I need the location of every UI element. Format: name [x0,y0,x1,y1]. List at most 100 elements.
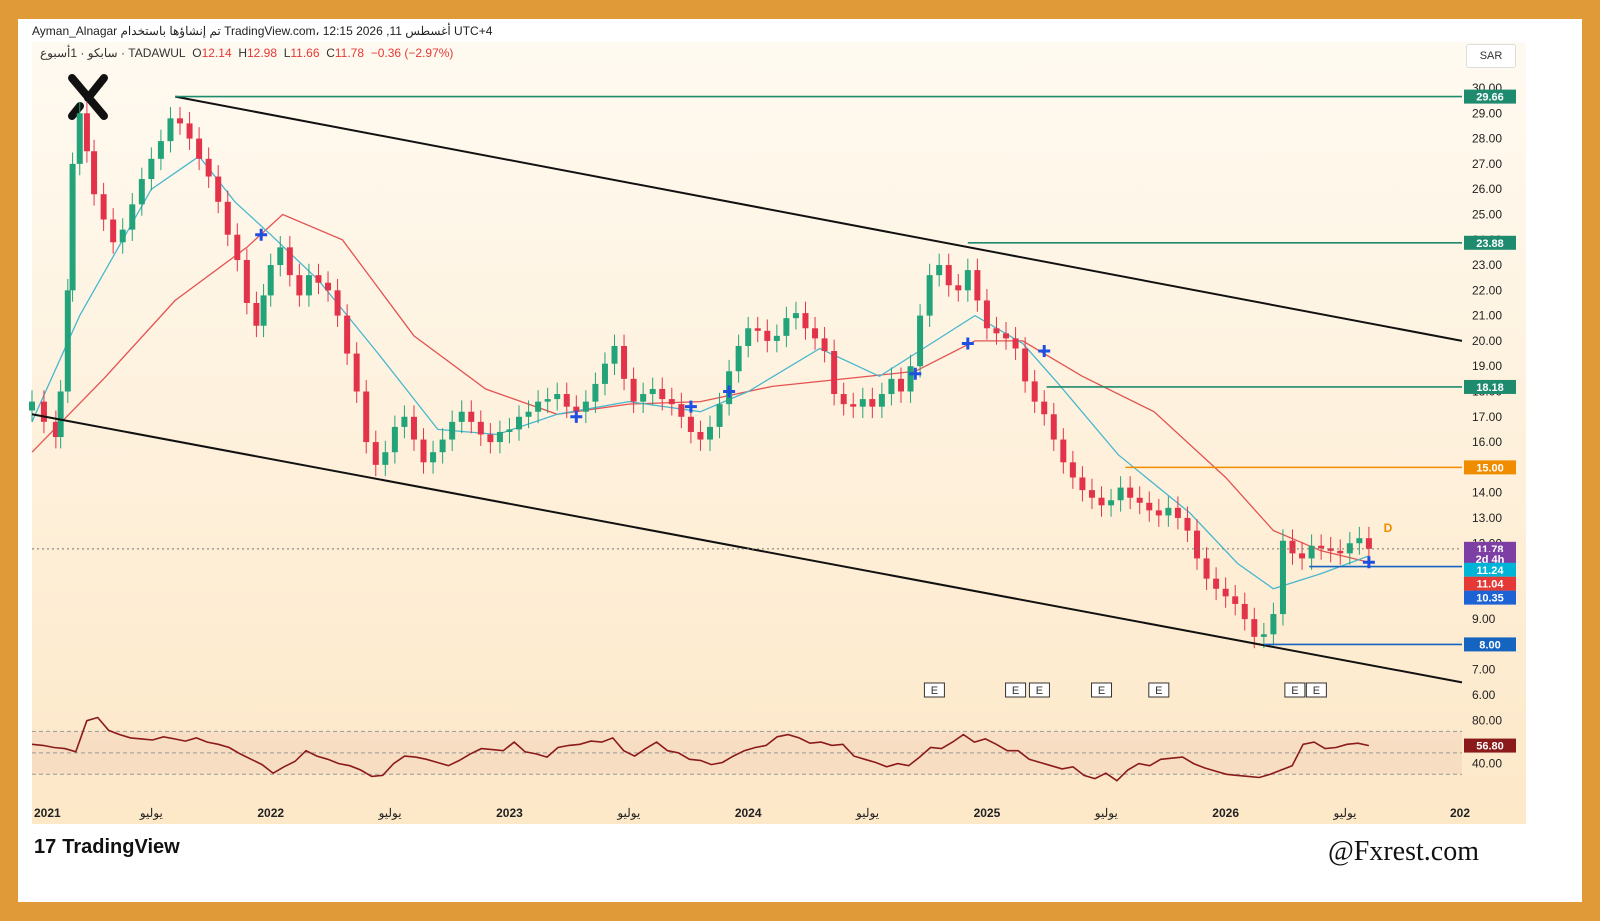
candle-body[interactable] [234,234,241,260]
candle-body[interactable] [458,411,465,422]
candle-body[interactable] [917,315,924,367]
candle-body[interactable] [224,201,231,235]
candle-body[interactable] [1260,634,1267,637]
candle-body[interactable] [563,394,570,407]
candle-body[interactable] [535,401,542,412]
candle-body[interactable] [315,275,322,283]
candle-body[interactable] [196,138,203,159]
candle-body[interactable] [353,353,360,392]
candle-body[interactable] [659,388,666,400]
candle-body[interactable] [955,285,962,291]
candle-body[interactable] [205,158,212,177]
candle-body[interactable] [783,318,790,336]
candle-body[interactable] [1098,497,1105,506]
dividend-marker-label[interactable]: D [1384,521,1393,535]
candle-body[interactable] [897,378,904,392]
candle-body[interactable] [926,275,933,316]
candle-body[interactable] [1308,545,1315,559]
candle-body[interactable] [649,388,656,395]
candle-body[interactable] [1232,596,1239,604]
candle-body[interactable] [260,295,267,326]
candle-body[interactable] [449,421,456,440]
candle-body[interactable] [1174,507,1181,518]
candle-body[interactable] [1069,462,1076,478]
candle-body[interactable] [1346,543,1353,554]
candle-body[interactable] [1337,550,1344,554]
candle-body[interactable] [516,416,523,430]
candle-body[interactable] [1299,553,1306,559]
candle-body[interactable] [1318,545,1325,549]
earnings-marker-icon[interactable] [1148,682,1170,698]
candle-body[interactable] [430,452,437,463]
candle-body[interactable] [1251,619,1258,637]
tradingview-brand[interactable]: 17 TradingView [34,836,180,859]
candle-body[interactable] [525,411,532,417]
candle-body[interactable] [167,118,174,142]
candle-body[interactable] [1146,502,1153,511]
candle-body[interactable] [1194,530,1201,559]
candle-body[interactable] [119,229,126,243]
candle-body[interactable] [29,401,35,411]
candle-body[interactable] [344,315,351,354]
candle-body[interactable] [764,330,771,341]
candle-body[interactable] [1289,540,1296,554]
candle-body[interactable] [630,378,637,402]
candle-body[interactable] [110,219,117,243]
candle-body[interactable] [792,313,799,319]
candle-body[interactable] [544,399,551,402]
candle-body[interactable] [1012,338,1019,349]
candle-body[interactable] [878,394,885,407]
candle-body[interactable] [477,421,484,435]
candle-body[interactable] [1184,517,1191,531]
trend-channel-line[interactable] [175,95,1463,342]
candle-body[interactable] [888,378,895,395]
candle-body[interactable] [1031,381,1038,402]
candle-body[interactable] [401,416,408,427]
candle-body[interactable] [83,113,90,152]
candle-body[interactable] [1041,401,1048,415]
candle-body[interactable] [177,118,184,124]
earnings-marker-icon[interactable] [923,682,945,698]
rsi-line[interactable] [31,716,1370,782]
candle-body[interactable] [157,141,164,159]
candle-body[interactable] [573,406,580,412]
candle-body[interactable] [1222,588,1229,597]
candle-body[interactable] [253,302,260,326]
candle-body[interactable] [1117,487,1124,501]
candle-body[interactable] [148,158,155,180]
candle-body[interactable] [1079,477,1086,491]
candle-body[interactable] [1108,500,1115,506]
candle-body[interactable] [668,399,675,405]
candle-body[interactable] [687,416,694,432]
candle-body[interactable] [267,265,274,296]
candle-body[interactable] [305,275,312,296]
earnings-marker-icon[interactable] [1005,682,1027,698]
candle-body[interactable] [964,270,971,291]
candle-body[interactable] [554,394,561,400]
candle-body[interactable] [1213,578,1220,589]
candle-body[interactable] [678,404,685,417]
candle-body[interactable] [869,399,876,407]
candle-body[interactable] [640,394,647,402]
candle-body[interactable] [974,270,981,301]
candle-body[interactable] [69,163,76,291]
candle-body[interactable] [1356,538,1363,544]
candle-body[interactable] [735,345,742,372]
symbol-label[interactable]: سابكو · 1أسبوع · TADAWUL [40,46,186,60]
candle-body[interactable] [334,290,341,316]
candle-body[interactable] [601,363,608,384]
candle-body[interactable] [907,366,914,392]
candle-body[interactable] [382,452,389,465]
candle-body[interactable] [325,282,332,291]
candle-body[interactable] [296,275,303,296]
candle-body[interactable] [1155,510,1162,516]
candle-body[interactable] [76,113,83,164]
candle-body[interactable] [372,442,379,465]
candle-body[interactable] [468,411,475,422]
candle-body[interactable] [773,335,780,341]
candle-body[interactable] [983,300,990,329]
candle-body[interactable] [802,313,809,329]
candle-body[interactable] [611,345,618,364]
candle-body[interactable] [993,328,1000,334]
candle-body[interactable] [1088,490,1095,498]
